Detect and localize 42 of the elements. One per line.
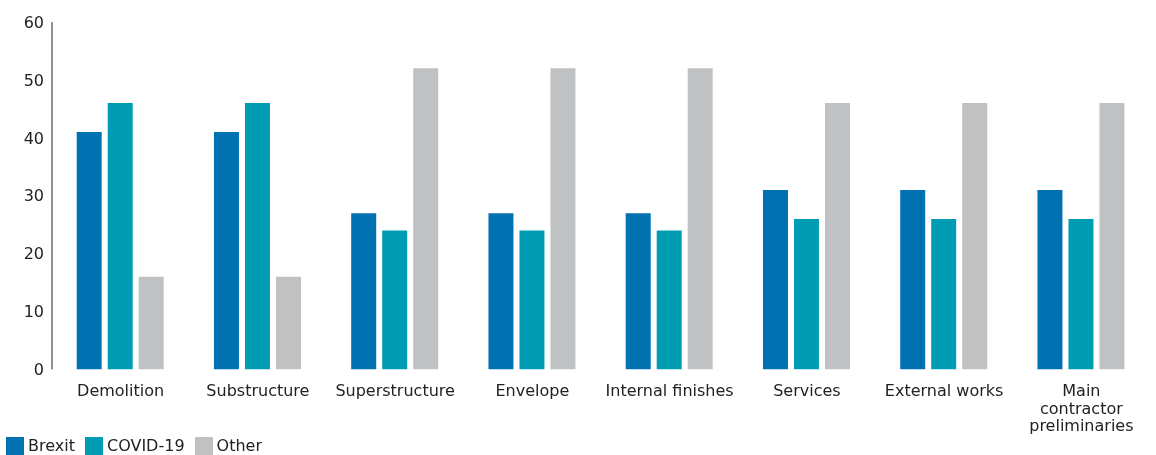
x-tick-label: Demolition	[77, 380, 165, 400]
bar	[931, 218, 957, 370]
bar	[107, 103, 133, 370]
bar	[1068, 218, 1094, 370]
y-tick-label: 20	[23, 244, 44, 264]
bar	[413, 68, 439, 370]
bar	[138, 276, 164, 370]
x-tick-label: Services	[773, 380, 841, 400]
bar	[275, 276, 301, 370]
legend-label: Brexit	[28, 435, 75, 455]
bar	[687, 68, 713, 370]
bar	[762, 189, 788, 370]
bar	[488, 213, 514, 370]
bar	[1099, 103, 1125, 370]
bar	[824, 103, 850, 370]
bar	[244, 103, 270, 370]
bar	[625, 213, 651, 370]
bar	[519, 230, 545, 370]
x-tick-label: Envelope	[495, 380, 570, 400]
y-tick-label: 60	[23, 12, 44, 32]
bar	[550, 68, 576, 370]
y-tick-label: 10	[23, 302, 44, 322]
bar	[1037, 189, 1063, 370]
bar	[213, 132, 239, 370]
x-tick-label: Superstructure	[335, 380, 455, 400]
x-tick-label: Substructure	[206, 380, 310, 400]
x-tick-label: Main contractor preliminaries	[1029, 380, 1134, 436]
legend-label: Other	[216, 435, 262, 455]
y-tick-label: 40	[23, 128, 44, 148]
bar	[962, 103, 988, 370]
bar	[351, 213, 377, 370]
legend-label: COVID-19	[106, 435, 185, 455]
bar	[656, 230, 682, 370]
y-tick-label: 0	[33, 360, 44, 380]
x-tick-label: External works	[884, 380, 1004, 400]
y-tick-label: 30	[23, 186, 44, 206]
y-tick-label: 50	[23, 70, 44, 90]
bar	[793, 218, 819, 370]
bar	[382, 230, 408, 370]
x-tick-label: Internal finishes	[605, 380, 734, 400]
bar	[76, 132, 102, 370]
bar	[900, 189, 926, 370]
